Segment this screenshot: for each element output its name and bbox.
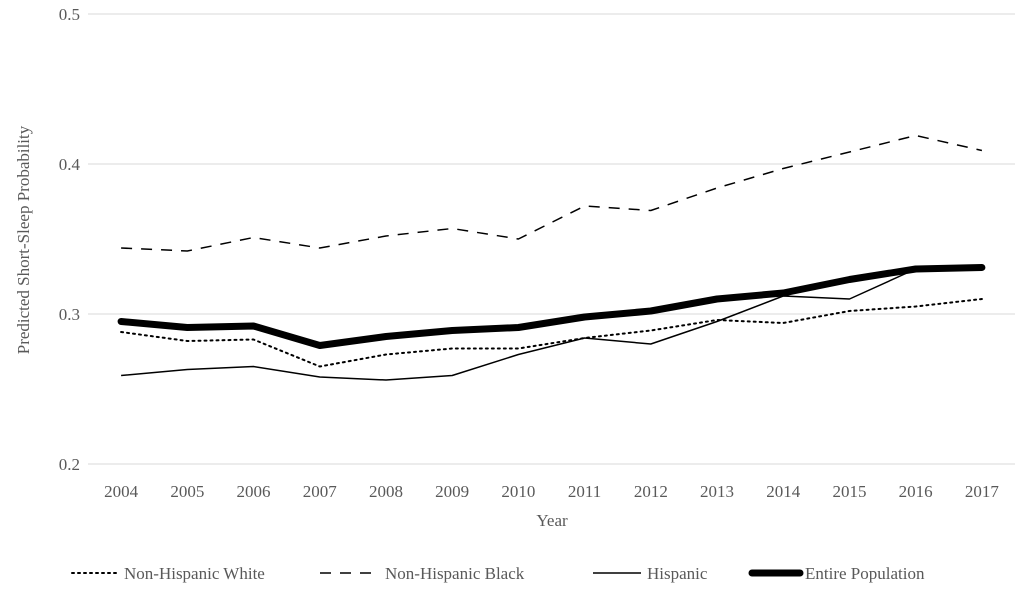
x-tick-label: 2011 bbox=[568, 482, 601, 501]
x-tick-label: 2017 bbox=[965, 482, 1000, 501]
legend-label: Non-Hispanic Black bbox=[385, 564, 525, 583]
legend-label: Entire Population bbox=[805, 564, 925, 583]
y-tick-label: 0.2 bbox=[59, 455, 80, 474]
x-tick-label: 2005 bbox=[170, 482, 204, 501]
x-tick-label: 2010 bbox=[501, 482, 535, 501]
x-tick-label: 2008 bbox=[369, 482, 403, 501]
x-tick-label: 2009 bbox=[435, 482, 469, 501]
x-tick-label: 2013 bbox=[700, 482, 734, 501]
x-tick-label: 2014 bbox=[766, 482, 801, 501]
x-tick-label: 2015 bbox=[832, 482, 866, 501]
legend-label: Non-Hispanic White bbox=[124, 564, 265, 583]
y-tick-label: 0.5 bbox=[59, 5, 80, 24]
y-tick-label: 0.4 bbox=[59, 155, 81, 174]
y-tick-labels: 0.2 0.3 0.4 0.5 bbox=[59, 5, 81, 474]
gridlines bbox=[88, 13, 1015, 465]
x-tick-label: 2004 bbox=[104, 482, 139, 501]
x-tick-labels: 2004 2005 2006 2007 2008 2009 2010 2011 2012 2013… bbox=[104, 482, 999, 501]
y-axis-title: Predicted Short-Sleep Probability bbox=[14, 125, 33, 354]
legend: Non-Hispanic White Non-Hispanic Black Hisp… bbox=[71, 564, 925, 583]
series-lines bbox=[117, 134, 986, 381]
x-tick-label: 2012 bbox=[634, 482, 668, 501]
x-axis-title: Year bbox=[536, 511, 568, 530]
x-tick-label: 2016 bbox=[899, 482, 933, 501]
x-tick-label: 2007 bbox=[303, 482, 338, 501]
x-tick-label: 2006 bbox=[237, 482, 271, 501]
series-line-entire-population bbox=[117, 264, 986, 349]
series-line-hispanic bbox=[121, 266, 982, 381]
series-line-non-hispanic-white bbox=[120, 298, 983, 368]
legend-label: Hispanic bbox=[647, 564, 708, 583]
series-line-non-hispanic-black bbox=[121, 134, 983, 252]
y-tick-label: 0.3 bbox=[59, 305, 80, 324]
